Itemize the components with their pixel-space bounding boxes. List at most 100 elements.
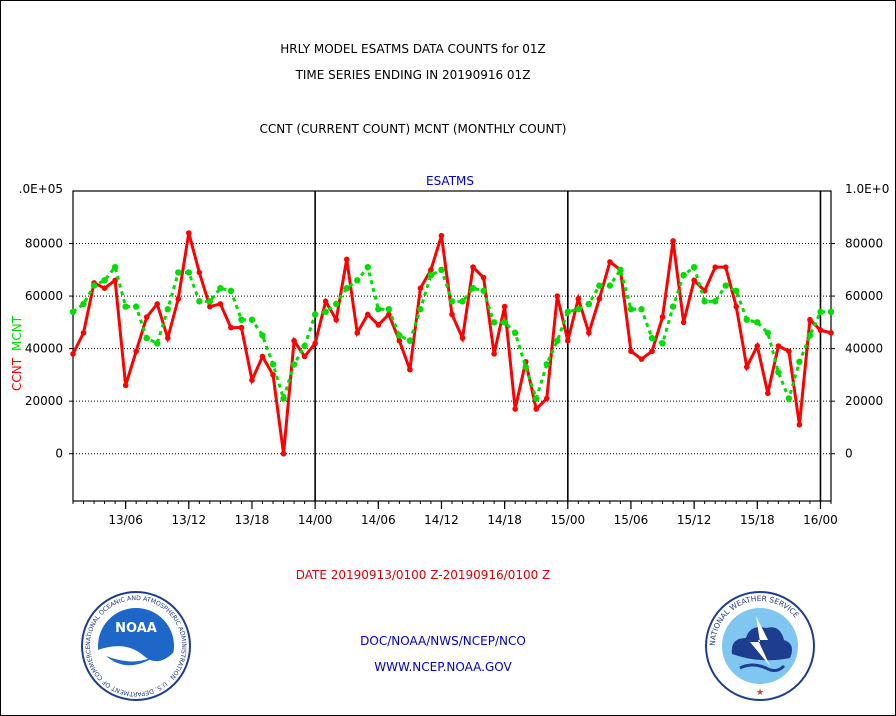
data-point-mcnt [564, 308, 572, 316]
data-point-mcnt [196, 298, 203, 305]
data-point-mcnt [680, 271, 687, 279]
data-point-mcnt [617, 266, 624, 274]
data-point-ccnt [565, 337, 571, 344]
data-point-mcnt [206, 298, 214, 305]
data-point-ccnt [228, 324, 234, 331]
data-point-ccnt [670, 238, 676, 244]
data-point-mcnt [290, 361, 298, 368]
data-point-ccnt [396, 337, 403, 344]
data-point-mcnt [501, 319, 508, 326]
data-point-ccnt [554, 293, 561, 299]
data-point-ccnt [375, 322, 382, 328]
plot-title: ESATMS [426, 174, 474, 188]
data-point-ccnt [712, 264, 718, 270]
data-point-ccnt [533, 406, 540, 412]
data-point-mcnt [796, 358, 803, 365]
data-point-mcnt [827, 308, 835, 316]
data-point-ccnt [112, 277, 118, 284]
y-tick-label-left: 0 [55, 447, 63, 461]
data-point-mcnt [606, 282, 614, 289]
data-point-mcnt [80, 300, 87, 308]
y-tick-label-right: 0 [845, 447, 853, 461]
data-point-mcnt [701, 298, 708, 305]
data-point-mcnt [733, 287, 740, 295]
x-tick-label: 13/06 [108, 513, 143, 527]
date-range-label: DATE 20190913/0100 Z-20190916/0100 Z [296, 568, 551, 582]
data-point-mcnt [690, 263, 698, 271]
data-point-mcnt [722, 282, 729, 289]
data-point-mcnt [69, 308, 77, 316]
data-point-mcnt [185, 269, 193, 276]
data-point-ccnt [249, 377, 255, 383]
data-point-mcnt [533, 395, 540, 402]
data-point-ccnt [270, 372, 276, 378]
chart-title-line1: HRLY MODEL ESATMS DATA COUNTS for 01Z [280, 42, 545, 56]
data-point-mcnt [438, 266, 445, 274]
data-point-mcnt [132, 303, 140, 310]
data-point-mcnt [238, 316, 245, 323]
data-point-mcnt [280, 395, 287, 402]
data-point-ccnt [649, 348, 655, 355]
data-point-ccnt [754, 343, 761, 349]
data-point-ccnt [501, 303, 508, 310]
x-tick-label: 13/12 [172, 513, 207, 527]
data-point-mcnt [448, 298, 456, 305]
chart-title-line2: TIME SERIES ENDING IN 20190916 01Z [295, 68, 531, 82]
data-point-ccnt [680, 319, 687, 326]
data-point-ccnt [575, 295, 582, 302]
data-point-ccnt [122, 382, 129, 389]
data-point-ccnt [628, 348, 634, 355]
data-point-mcnt [90, 282, 98, 289]
x-tick-label: 15/06 [614, 513, 649, 527]
data-point-mcnt [427, 271, 435, 279]
data-point-ccnt [722, 264, 729, 270]
data-point-mcnt [364, 263, 371, 271]
data-point-ccnt [449, 311, 455, 318]
data-point-mcnt [511, 329, 519, 337]
data-point-ccnt [428, 267, 434, 273]
data-point-mcnt [669, 303, 677, 310]
x-tick-label: 14/06 [361, 513, 396, 527]
data-point-ccnt [80, 330, 87, 336]
data-point-mcnt [175, 269, 182, 276]
data-point-ccnt [343, 256, 350, 263]
y-tick-label-right: 20000 [845, 394, 883, 408]
nws-star-icon: ★ [756, 687, 764, 697]
data-point-mcnt [101, 277, 108, 284]
data-point-mcnt [543, 361, 550, 368]
data-point-ccnt [175, 295, 182, 302]
data-point-ccnt [512, 406, 518, 412]
y-tick-label-left: 40000 [25, 342, 63, 356]
data-point-mcnt [659, 340, 666, 347]
data-point-mcnt [269, 361, 277, 368]
x-tick-label: 13/18 [235, 513, 270, 527]
data-point-ccnt [733, 303, 740, 310]
data-point-mcnt [806, 332, 814, 339]
y-axis-label-mcnt: MCNT [10, 315, 24, 351]
data-point-mcnt [459, 298, 466, 305]
y-tick-label-right: 40000 [845, 342, 883, 356]
data-point-mcnt [406, 337, 414, 344]
data-point-mcnt [143, 334, 150, 342]
data-point-ccnt [322, 298, 329, 305]
data-point-ccnt [364, 311, 371, 318]
data-point-mcnt [638, 306, 645, 313]
data-point-ccnt [638, 356, 645, 362]
data-point-mcnt [311, 311, 319, 318]
y-tick-label-right: 60000 [845, 289, 883, 303]
data-point-ccnt [691, 277, 697, 284]
data-point-ccnt [280, 450, 287, 457]
data-point-ccnt [659, 314, 666, 320]
data-point-ccnt [817, 327, 824, 334]
data-point-mcnt [627, 306, 635, 313]
y-tick-label-left: 80000 [25, 237, 63, 251]
y-tick-label-left: 60000 [25, 289, 63, 303]
data-point-ccnt [470, 264, 476, 270]
x-tick-label: 16/00 [803, 513, 838, 527]
data-point-ccnt [386, 311, 392, 318]
x-tick-label: 15/18 [740, 513, 775, 527]
data-point-ccnt [607, 259, 613, 265]
data-point-ccnt [438, 232, 445, 239]
data-point-ccnt [217, 301, 224, 307]
